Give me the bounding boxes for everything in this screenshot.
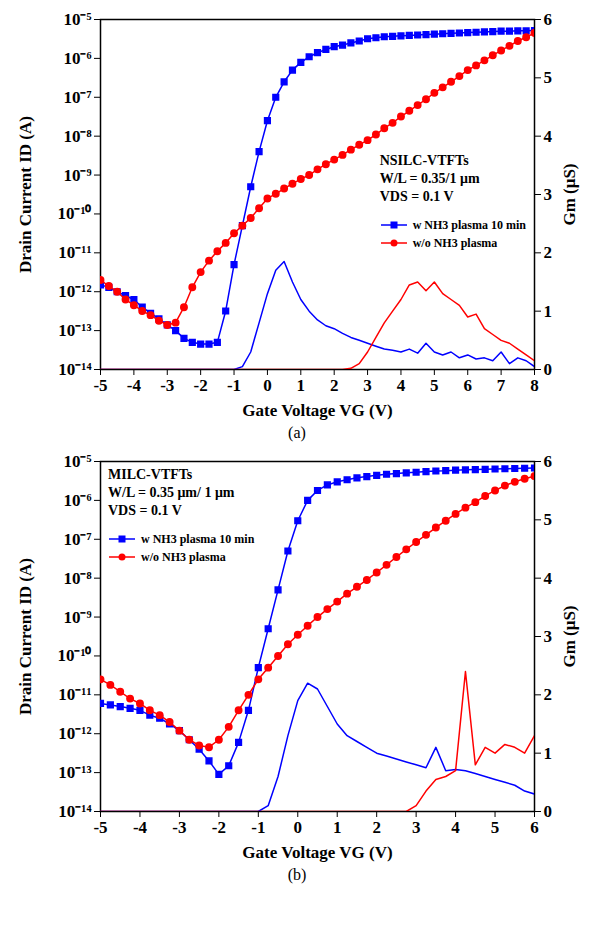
svg-text:2: 2 xyxy=(330,376,339,395)
svg-text:10⁻¹³: 10⁻¹³ xyxy=(58,321,91,340)
svg-text:0: 0 xyxy=(294,818,303,837)
svg-text:1: 1 xyxy=(297,376,306,395)
svg-text:10⁻⁵: 10⁻⁵ xyxy=(63,10,91,29)
svg-text:10⁻⁵: 10⁻⁵ xyxy=(63,452,91,471)
svg-text:5: 5 xyxy=(491,818,500,837)
svg-text:-3: -3 xyxy=(160,376,174,395)
html-text:W/L = 0.35 μm/ 1 μm: W/L = 0.35 μm/ 1 μm xyxy=(108,485,235,500)
svg-text:4: 4 xyxy=(544,127,553,146)
html-text:w/o NH3 plasma: w/o NH3 plasma xyxy=(141,550,226,564)
svg-text:5: 5 xyxy=(544,68,553,87)
svg-text:3: 3 xyxy=(363,376,372,395)
svg-text:Gm (μS): Gm (μS) xyxy=(560,605,579,667)
svg-text:10⁻¹⁴: 10⁻¹⁴ xyxy=(58,802,91,821)
svg-text:10⁻⁸: 10⁻⁸ xyxy=(63,127,91,146)
svg-text:Gate Voltage VG (V): Gate Voltage VG (V) xyxy=(242,843,392,862)
svg-text:10⁻⁶: 10⁻⁶ xyxy=(63,49,91,68)
svg-text:8: 8 xyxy=(530,376,539,395)
html-text:VDS = 0.1 V: VDS = 0.1 V xyxy=(108,503,182,518)
svg-text:4: 4 xyxy=(544,569,553,588)
svg-text:6: 6 xyxy=(544,452,553,471)
svg-text:10⁻⁷: 10⁻⁷ xyxy=(63,88,91,107)
svg-text:10⁻¹⁰: 10⁻¹⁰ xyxy=(57,646,91,665)
svg-text:-5: -5 xyxy=(93,376,107,395)
svg-text:1: 1 xyxy=(333,818,342,837)
svg-text:6: 6 xyxy=(530,818,539,837)
svg-text:1: 1 xyxy=(544,744,553,763)
svg-text:10⁻¹²: 10⁻¹² xyxy=(58,724,91,743)
svg-text:0: 0 xyxy=(263,376,272,395)
svg-text:10⁻⁸: 10⁻⁸ xyxy=(63,569,91,588)
svg-text:10⁻⁹: 10⁻⁹ xyxy=(63,165,91,184)
html-text:NSILC-VTFTs: NSILC-VTFTs xyxy=(379,153,469,168)
svg-text:0: 0 xyxy=(544,802,553,821)
svg-text:10⁻¹²: 10⁻¹² xyxy=(58,282,91,301)
svg-text:3: 3 xyxy=(412,818,421,837)
svg-text:-1: -1 xyxy=(227,376,241,395)
svg-text:10⁻⁷: 10⁻⁷ xyxy=(63,530,91,549)
svg-text:-2: -2 xyxy=(212,818,226,837)
html-text:w NH3 plasma 10 min: w NH3 plasma 10 min xyxy=(141,532,255,546)
html-text:VDS = 0.1 V: VDS = 0.1 V xyxy=(379,189,454,204)
svg-text:-3: -3 xyxy=(172,818,186,837)
svg-text:-4: -4 xyxy=(133,818,148,837)
svg-text:Drain Current ID (A): Drain Current ID (A) xyxy=(16,116,35,273)
svg-text:3: 3 xyxy=(544,627,553,646)
svg-text:-4: -4 xyxy=(127,376,142,395)
html-text:MILC-VTFTs: MILC-VTFTs xyxy=(108,467,193,482)
svg-text:10⁻¹¹: 10⁻¹¹ xyxy=(58,685,91,704)
html-text:W/L = 0.35/1 μm: W/L = 0.35/1 μm xyxy=(379,171,480,186)
svg-text:10⁻¹⁴: 10⁻¹⁴ xyxy=(58,360,91,379)
svg-text:10⁻¹³: 10⁻¹³ xyxy=(58,763,91,782)
svg-text:1: 1 xyxy=(544,302,553,321)
svg-text:10⁻⁶: 10⁻⁶ xyxy=(63,491,91,510)
html-text:w NH3 plasma 10 min: w NH3 plasma 10 min xyxy=(412,218,526,232)
svg-text:10⁻¹⁰: 10⁻¹⁰ xyxy=(57,204,91,223)
svg-text:7: 7 xyxy=(497,376,506,395)
svg-text:5: 5 xyxy=(430,376,439,395)
svg-text:0: 0 xyxy=(544,360,553,379)
svg-text:5: 5 xyxy=(544,510,553,529)
svg-text:4: 4 xyxy=(397,376,406,395)
svg-text:-2: -2 xyxy=(194,376,208,395)
html-text:(b): (b) xyxy=(287,866,307,883)
html-text:w/o NH3 plasma: w/o NH3 plasma xyxy=(412,236,498,250)
svg-text:Gate Voltage VG (V): Gate Voltage VG (V) xyxy=(242,401,392,420)
svg-text:4: 4 xyxy=(451,818,460,837)
svg-text:Drain Current ID (A): Drain Current ID (A) xyxy=(16,558,35,715)
svg-text:-5: -5 xyxy=(93,818,107,837)
svg-text:2: 2 xyxy=(544,685,553,704)
html-text:(a): (a) xyxy=(288,424,306,441)
svg-text:6: 6 xyxy=(544,10,553,29)
svg-text:Gm (μS): Gm (μS) xyxy=(560,163,579,225)
svg-text:3: 3 xyxy=(544,185,553,204)
svg-text:10⁻⁹: 10⁻⁹ xyxy=(63,607,91,626)
svg-text:2: 2 xyxy=(372,818,381,837)
svg-text:10⁻¹¹: 10⁻¹¹ xyxy=(58,243,91,262)
svg-text:-1: -1 xyxy=(251,818,265,837)
svg-text:6: 6 xyxy=(463,376,472,395)
svg-text:2: 2 xyxy=(544,243,553,262)
